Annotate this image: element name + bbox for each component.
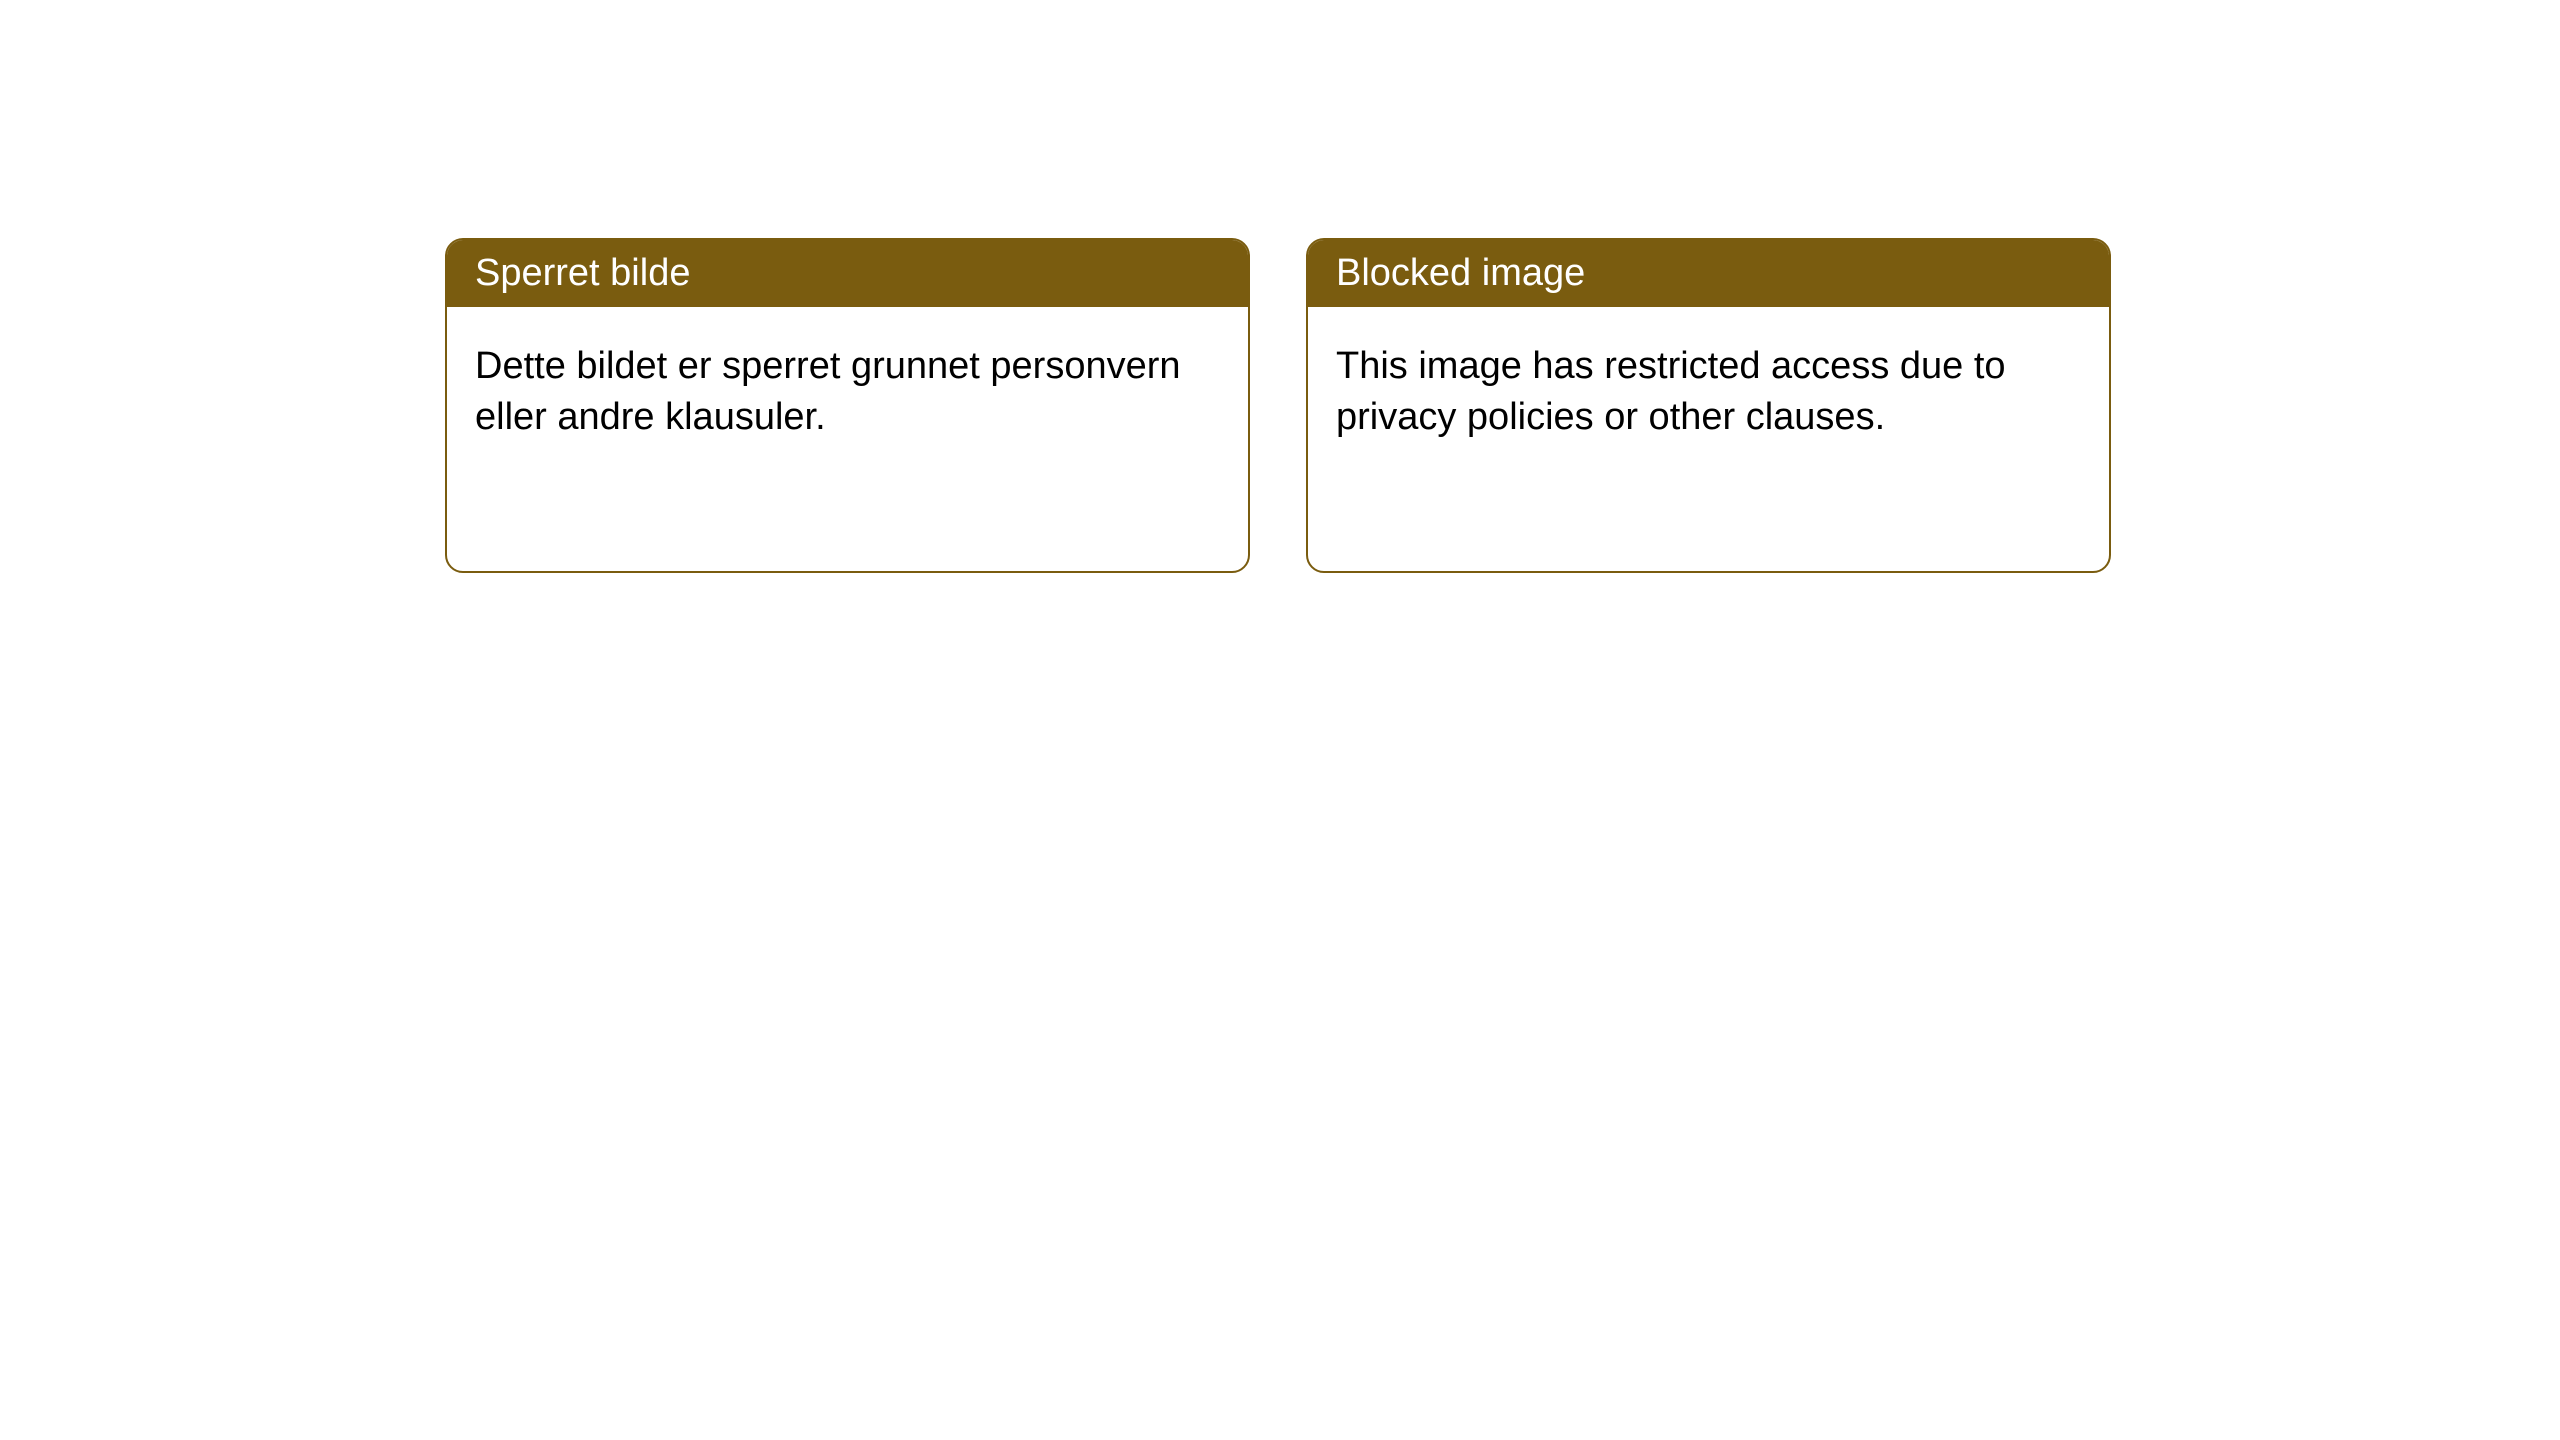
card-body-text: This image has restricted access due to … (1336, 345, 2006, 438)
card-body: Dette bildet er sperret grunnet personve… (447, 307, 1248, 478)
card-header-text: Blocked image (1336, 252, 1585, 294)
card-header: Blocked image (1308, 240, 2109, 307)
notice-card-norwegian: Sperret bilde Dette bildet er sperret gr… (445, 238, 1250, 573)
notice-container: Sperret bilde Dette bildet er sperret gr… (0, 0, 2560, 573)
card-header-text: Sperret bilde (475, 252, 690, 294)
card-header: Sperret bilde (447, 240, 1248, 307)
card-body-text: Dette bildet er sperret grunnet personve… (475, 345, 1181, 438)
notice-card-english: Blocked image This image has restricted … (1306, 238, 2111, 573)
card-body: This image has restricted access due to … (1308, 307, 2109, 478)
